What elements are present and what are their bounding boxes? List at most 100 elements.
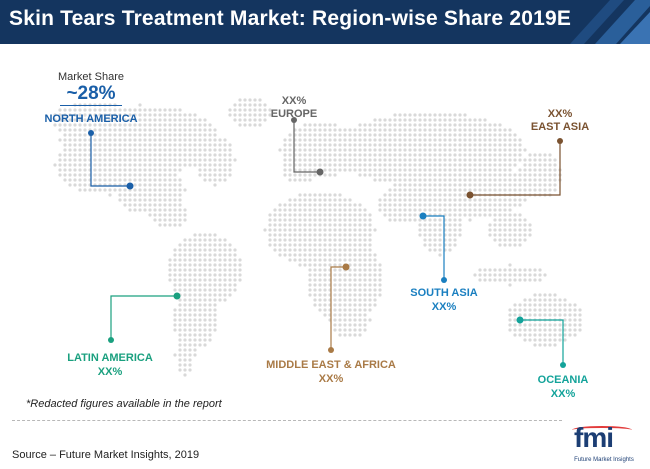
map-dot <box>413 198 417 202</box>
map-dot <box>518 328 522 332</box>
map-dot <box>323 158 327 162</box>
map-dot <box>178 298 182 302</box>
map-dot <box>173 188 177 192</box>
map-dot <box>453 118 457 122</box>
map-dot <box>353 253 357 257</box>
map-dot <box>233 113 237 117</box>
map-dot <box>433 183 437 187</box>
map-dot <box>313 303 317 307</box>
map-dot <box>143 113 147 117</box>
map-dot <box>288 168 292 172</box>
map-dot <box>278 228 282 232</box>
map-dot <box>223 283 227 287</box>
map-dot <box>513 268 517 272</box>
map-dot <box>483 163 487 167</box>
map-dot <box>418 133 422 137</box>
map-dot <box>328 243 332 247</box>
map-dot <box>448 223 452 227</box>
map-dot <box>423 163 427 167</box>
map-dot <box>298 228 302 232</box>
map-dot <box>58 123 62 127</box>
map-dot <box>528 328 532 332</box>
map-dot <box>213 293 217 297</box>
map-dot <box>368 318 372 322</box>
map-dot <box>338 253 342 257</box>
map-dot <box>383 138 387 142</box>
map-dot <box>308 178 312 182</box>
map-dot <box>508 328 512 332</box>
map-dot <box>448 113 452 117</box>
map-dot <box>298 213 302 217</box>
map-dot <box>218 173 222 177</box>
map-dot <box>338 278 342 282</box>
map-dot <box>453 163 457 167</box>
map-dot <box>448 178 452 182</box>
map-dot <box>468 178 472 182</box>
map-dot <box>483 143 487 147</box>
map-dot <box>418 183 422 187</box>
map-dot <box>233 118 237 122</box>
map-dot <box>333 233 337 237</box>
map-dot <box>413 163 417 167</box>
map-dot <box>93 188 97 192</box>
map-dot <box>168 213 172 217</box>
map-dot <box>58 158 62 162</box>
map-dot <box>323 278 327 282</box>
map-dot <box>378 163 382 167</box>
map-dot <box>168 143 172 147</box>
map-dot <box>378 283 382 287</box>
map-dot <box>528 223 532 227</box>
map-dot <box>373 118 377 122</box>
map-dot <box>403 133 407 137</box>
map-dot <box>323 203 327 207</box>
map-dot <box>78 138 82 142</box>
map-dot <box>343 143 347 147</box>
map-dot <box>538 163 542 167</box>
map-dot <box>98 143 102 147</box>
map-dot <box>548 188 552 192</box>
map-dot <box>473 123 477 127</box>
page-title: Skin Tears Treatment Market: Region-wise… <box>9 7 572 30</box>
map-dot <box>538 323 542 327</box>
map-dot <box>513 178 517 182</box>
map-dot <box>513 313 517 317</box>
map-dot <box>393 158 397 162</box>
map-dot <box>203 333 207 337</box>
map-dot <box>483 173 487 177</box>
map-dot <box>408 163 412 167</box>
world-map <box>53 98 582 377</box>
map-dot <box>363 138 367 142</box>
map-dot <box>368 153 372 157</box>
map-dot <box>178 253 182 257</box>
map-dot <box>103 143 107 147</box>
map-dot <box>343 238 347 242</box>
map-dot <box>188 298 192 302</box>
map-dot <box>113 143 117 147</box>
map-dot <box>488 203 492 207</box>
map-dot <box>543 188 547 192</box>
map-dot <box>338 198 342 202</box>
map-dot <box>218 158 222 162</box>
map-dot <box>188 128 192 132</box>
map-dot <box>233 273 237 277</box>
map-dot <box>93 163 97 167</box>
map-dot <box>538 313 542 317</box>
map-dot <box>423 193 427 197</box>
map-dot <box>323 153 327 157</box>
map-dot <box>138 158 142 162</box>
map-dot <box>468 208 472 212</box>
map-dot <box>323 123 327 127</box>
map-dot <box>178 288 182 292</box>
map-dot <box>133 153 137 157</box>
map-dot <box>518 233 522 237</box>
map-dot <box>333 143 337 147</box>
map-dot <box>538 273 542 277</box>
map-dot <box>238 118 242 122</box>
map-dot <box>378 138 382 142</box>
map-dot <box>148 193 152 197</box>
map-dot <box>343 218 347 222</box>
map-dot <box>333 163 337 167</box>
map-dot <box>193 318 197 322</box>
map-dot <box>528 338 532 342</box>
map-dot <box>278 233 282 237</box>
